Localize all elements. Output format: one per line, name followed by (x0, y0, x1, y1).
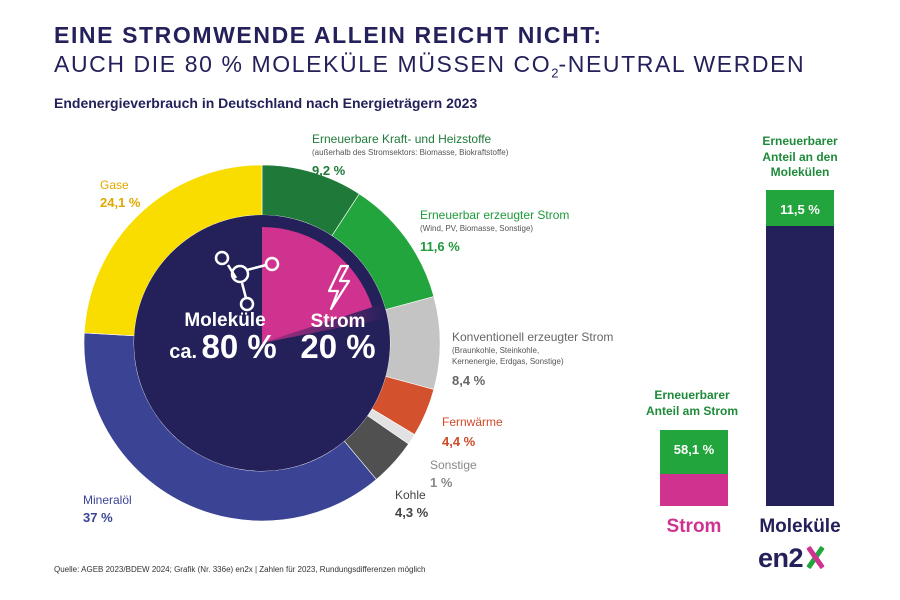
bar-power-value: 58,1 % (673, 442, 715, 457)
value-molecules: ca. 80 % (169, 328, 277, 365)
inner-power-fade (262, 303, 388, 343)
bar-power-renewable (660, 430, 728, 475)
en2x-logo: en2 (758, 543, 825, 574)
slice-label-renewable-power: Erneuerbar erzeugter Strom (Wind, PV, Bi… (420, 208, 570, 254)
slice-label-coal: Kohle 4,3 % (395, 488, 429, 521)
x-logo-icon (805, 545, 825, 570)
bar-molecules: 11,5 % (766, 190, 834, 506)
bar-power: 58,1 % (660, 430, 728, 506)
headline-line-2: AUCH DIE 80 % MOLEKÜLE MÜSSEN CO2-NEUTRA… (54, 51, 806, 81)
bar-category-molecules: Moleküle (759, 516, 841, 537)
inner-power-wedge (262, 227, 373, 343)
headline-line-1: EINE STROMWENDE ALLEIN REICHT NICHT: (54, 22, 603, 48)
bar-category-power: Strom (666, 516, 722, 537)
slice-label-renewable-fuels: Erneuerbare Kraft- und Heizstoffe (außer… (312, 132, 509, 178)
donut-slice-2 (385, 296, 441, 390)
bar-molecules-renewable (766, 190, 834, 227)
slice-label-other: Sonstige 1 % (430, 458, 477, 491)
source-note: Quelle: AGEB 2023/BDEW 2024; Grafik (Nr.… (54, 565, 426, 574)
slice-label-district-heating: Fernwärme 4,4 % (442, 415, 503, 450)
lightning-icon (327, 264, 351, 311)
slice-label-conventional-power: Konventionell erzeugter Strom (Braunkohl… (452, 330, 614, 388)
label-power: Strom (310, 311, 366, 332)
value-power: 20 % (300, 328, 376, 365)
slice-label-mineral-oil: Mineralöl 37 % (83, 493, 132, 526)
bar-molecules-value: 11,5 % (780, 202, 820, 217)
chart-title: Endenergieverbrauch in Deutschland nach … (54, 95, 478, 111)
bar-heading-power: Erneuerbarer Anteil am Strom (645, 388, 738, 418)
molecule-icon (214, 250, 280, 312)
bar-molecules-base (766, 190, 834, 506)
slice-label-gas: Gase 24,1 % (100, 178, 141, 211)
label-molecules: Moleküle (184, 310, 266, 331)
bar-heading-molecules: Erneuerbarer Anteil an den Molekülen (762, 134, 838, 180)
